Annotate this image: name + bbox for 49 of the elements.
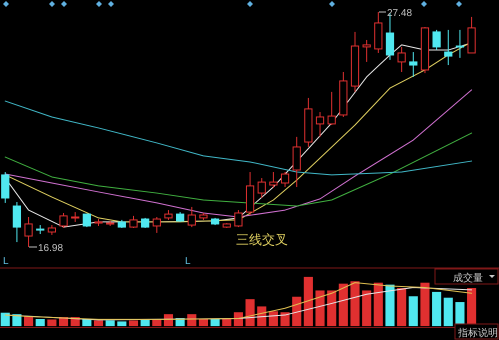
- candlestick: [24, 216, 33, 248]
- text: L: [185, 256, 191, 267]
- bar: [420, 282, 430, 326]
- bar: [304, 276, 313, 326]
- bar: [198, 319, 208, 326]
- bar: [385, 284, 395, 326]
- bar: [117, 321, 126, 326]
- bar: [106, 320, 115, 326]
- bar: [432, 292, 442, 326]
- bar: [292, 296, 302, 326]
- candlestick: [409, 52, 418, 78]
- bar: [350, 281, 360, 326]
- bar: [397, 288, 406, 326]
- candlestick: [398, 46, 406, 72]
- bar: [362, 290, 372, 326]
- bar: [327, 290, 336, 326]
- bar: [234, 312, 243, 326]
- candlestick: [350, 31, 360, 92]
- text: L: [3, 256, 9, 267]
- bar: [47, 319, 56, 326]
- bar: [187, 314, 196, 326]
- candlestick: [362, 39, 371, 62]
- bar: [24, 316, 34, 326]
- bar: [444, 298, 453, 326]
- annotation: 27.48: [387, 8, 412, 19]
- bar: [374, 282, 383, 326]
- bar: [280, 312, 290, 326]
- chart-title: 成交量: [453, 272, 483, 284]
- bar: [210, 319, 220, 326]
- candlestick: [456, 29, 464, 58]
- bar: [94, 320, 104, 326]
- text: 指标说明: [457, 327, 498, 339]
- bar: [140, 319, 150, 326]
- candlestick: [444, 29, 452, 66]
- bar: [408, 296, 418, 326]
- bar: [338, 284, 348, 326]
- bar: [0, 312, 10, 326]
- bar: [128, 320, 138, 326]
- bar: [315, 290, 325, 326]
- bar: [12, 314, 22, 326]
- bar: [82, 319, 92, 326]
- candlestick: [316, 112, 324, 138]
- bar: [36, 319, 45, 326]
- bar: [222, 319, 232, 326]
- annotation: 三线交叉: [236, 232, 288, 247]
- candlestick: [304, 97, 312, 148]
- candlestick: [292, 136, 301, 188]
- annotation: 16.98: [38, 243, 64, 254]
- bar: [246, 299, 255, 326]
